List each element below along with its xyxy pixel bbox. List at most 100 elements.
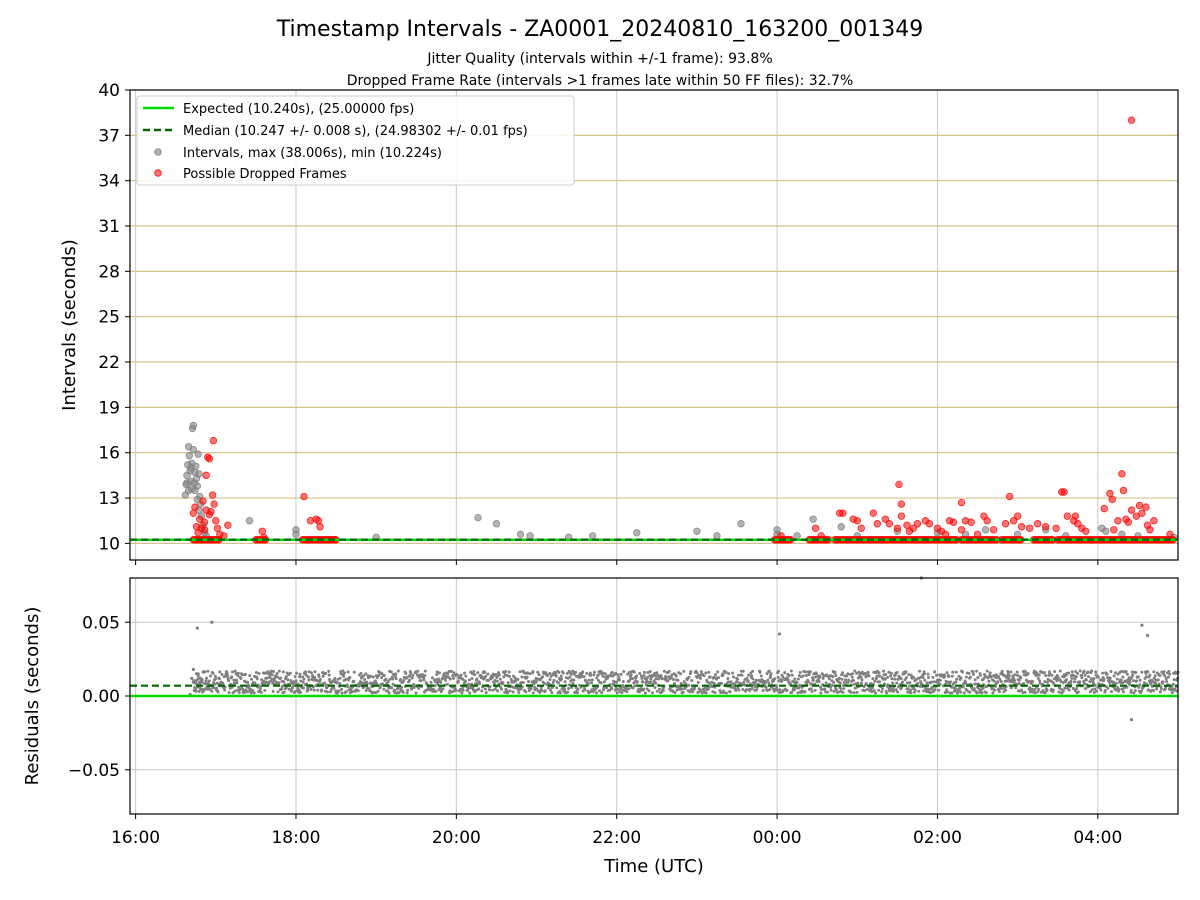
residual-point-1783 [978,690,982,694]
residual-point-1639 [914,677,918,681]
residual-point-51 [214,677,218,681]
residual-point-237 [296,686,300,690]
residual-point-1850 [1007,674,1011,678]
residual-point-2201 [1162,670,1166,674]
interval-point-26 [183,479,191,487]
dropped-point-28 [316,523,324,531]
residual-point-929 [601,674,605,678]
residual-point-1485 [846,680,850,684]
residual-point-553 [435,670,439,674]
residual-point-392 [364,689,368,693]
residual-point-1299 [764,685,768,689]
residual-point-1860 [1012,676,1016,680]
residual-point-1869 [1016,674,1020,678]
residual-point-1023 [642,670,646,674]
residual-point-1973 [1061,689,1065,693]
residual-point-30 [205,676,209,680]
residual-point-167 [265,676,269,680]
residual-point-67 [221,681,225,685]
residual-point-886 [582,675,586,679]
residual-point-177 [269,669,273,673]
residual-point-1212 [726,677,730,681]
residual-point-1358 [790,673,794,677]
residual-point-1111 [681,690,685,694]
residual-point-925 [599,681,603,685]
residual-point-1953 [1053,670,1057,674]
residual-point-618 [464,674,468,678]
residual-point-1234 [736,677,740,681]
dropped-point-46 [913,520,922,528]
residual-point-1541 [871,677,875,681]
residual-point-2001 [1074,670,1078,674]
dropped-point-72 [1071,512,1080,520]
residual-point-2206 [1164,677,1168,681]
residual-point-2182 [1154,681,1158,685]
residual-point-2124 [1128,680,1132,684]
interval-point-60 [1102,527,1110,535]
residual-point-1680 [932,680,936,684]
residual-point-1597 [896,690,900,694]
residual-point-1038 [649,680,653,684]
dropped-point-96 [905,527,914,535]
residual-point-1992 [1070,676,1074,680]
residual-point-1974 [1062,675,1066,679]
residual-point-1868 [1015,670,1019,674]
residual-point-1421 [818,675,822,679]
residual-point-2095 [1115,677,1119,681]
residual-point-2042 [1092,677,1096,681]
residual-point-1625 [908,681,912,685]
dropped-point-16 [213,524,222,532]
residual-point-124 [246,690,250,694]
residual-point-2104 [1119,678,1123,682]
residual-point-1097 [675,688,679,692]
residual-point-262 [307,678,311,682]
residual-point-1761 [968,690,972,694]
dropped-point-8 [202,471,210,480]
residual-point-202 [280,684,284,688]
residual-point-50 [213,674,217,678]
residual-point-256 [304,673,308,677]
residual-point-972 [620,691,624,695]
residual-point-2052 [1096,675,1100,679]
residual-point-459 [394,672,398,676]
residual-point-1785 [979,673,983,677]
residual-point-872 [576,687,580,691]
residual-point-60 [218,670,222,674]
residual-point-1123 [687,683,691,687]
residual-point-1694 [938,678,942,682]
residual-point-219 [288,682,292,686]
residual-point-1049 [654,677,658,681]
residual-point-1863 [1013,673,1017,677]
residual-point-1828 [998,690,1002,694]
residual-point-843 [563,680,567,684]
residual-point-2109 [1121,690,1125,694]
residual-point-1526 [864,681,868,685]
residual-point-2150 [1140,689,1144,693]
residual-point-1736 [957,674,961,678]
residual-point-1833 [1000,686,1004,690]
residual-point-2143 [1136,675,1140,679]
residual-point-1052 [655,689,659,693]
residual-point-2082 [1110,690,1114,694]
residual-point-467 [397,691,401,695]
residual-point-1720 [950,691,954,695]
residual-point-1079 [667,669,671,673]
residual-point-1092 [673,691,677,695]
residual-point-326 [335,681,339,685]
residual-point-1401 [809,687,813,691]
residuals-xtick-label-5: 02:00 [913,828,962,848]
residual-point-444 [387,691,391,695]
residual-point-1545 [873,679,877,683]
dropped-point-22 [224,521,232,529]
residual-point-1154 [700,691,704,695]
residual-point-1599 [896,685,900,689]
residual-point-1555 [877,671,881,675]
residual-point-686 [494,672,498,676]
residual-point-707 [503,673,507,677]
dropped-point-77 [1106,489,1114,498]
residual-point-1659 [923,678,927,682]
residual-point-1268 [751,669,755,673]
residual-point-36 [207,679,211,683]
residual-point-928 [601,671,605,675]
residual-point-702 [501,681,505,685]
